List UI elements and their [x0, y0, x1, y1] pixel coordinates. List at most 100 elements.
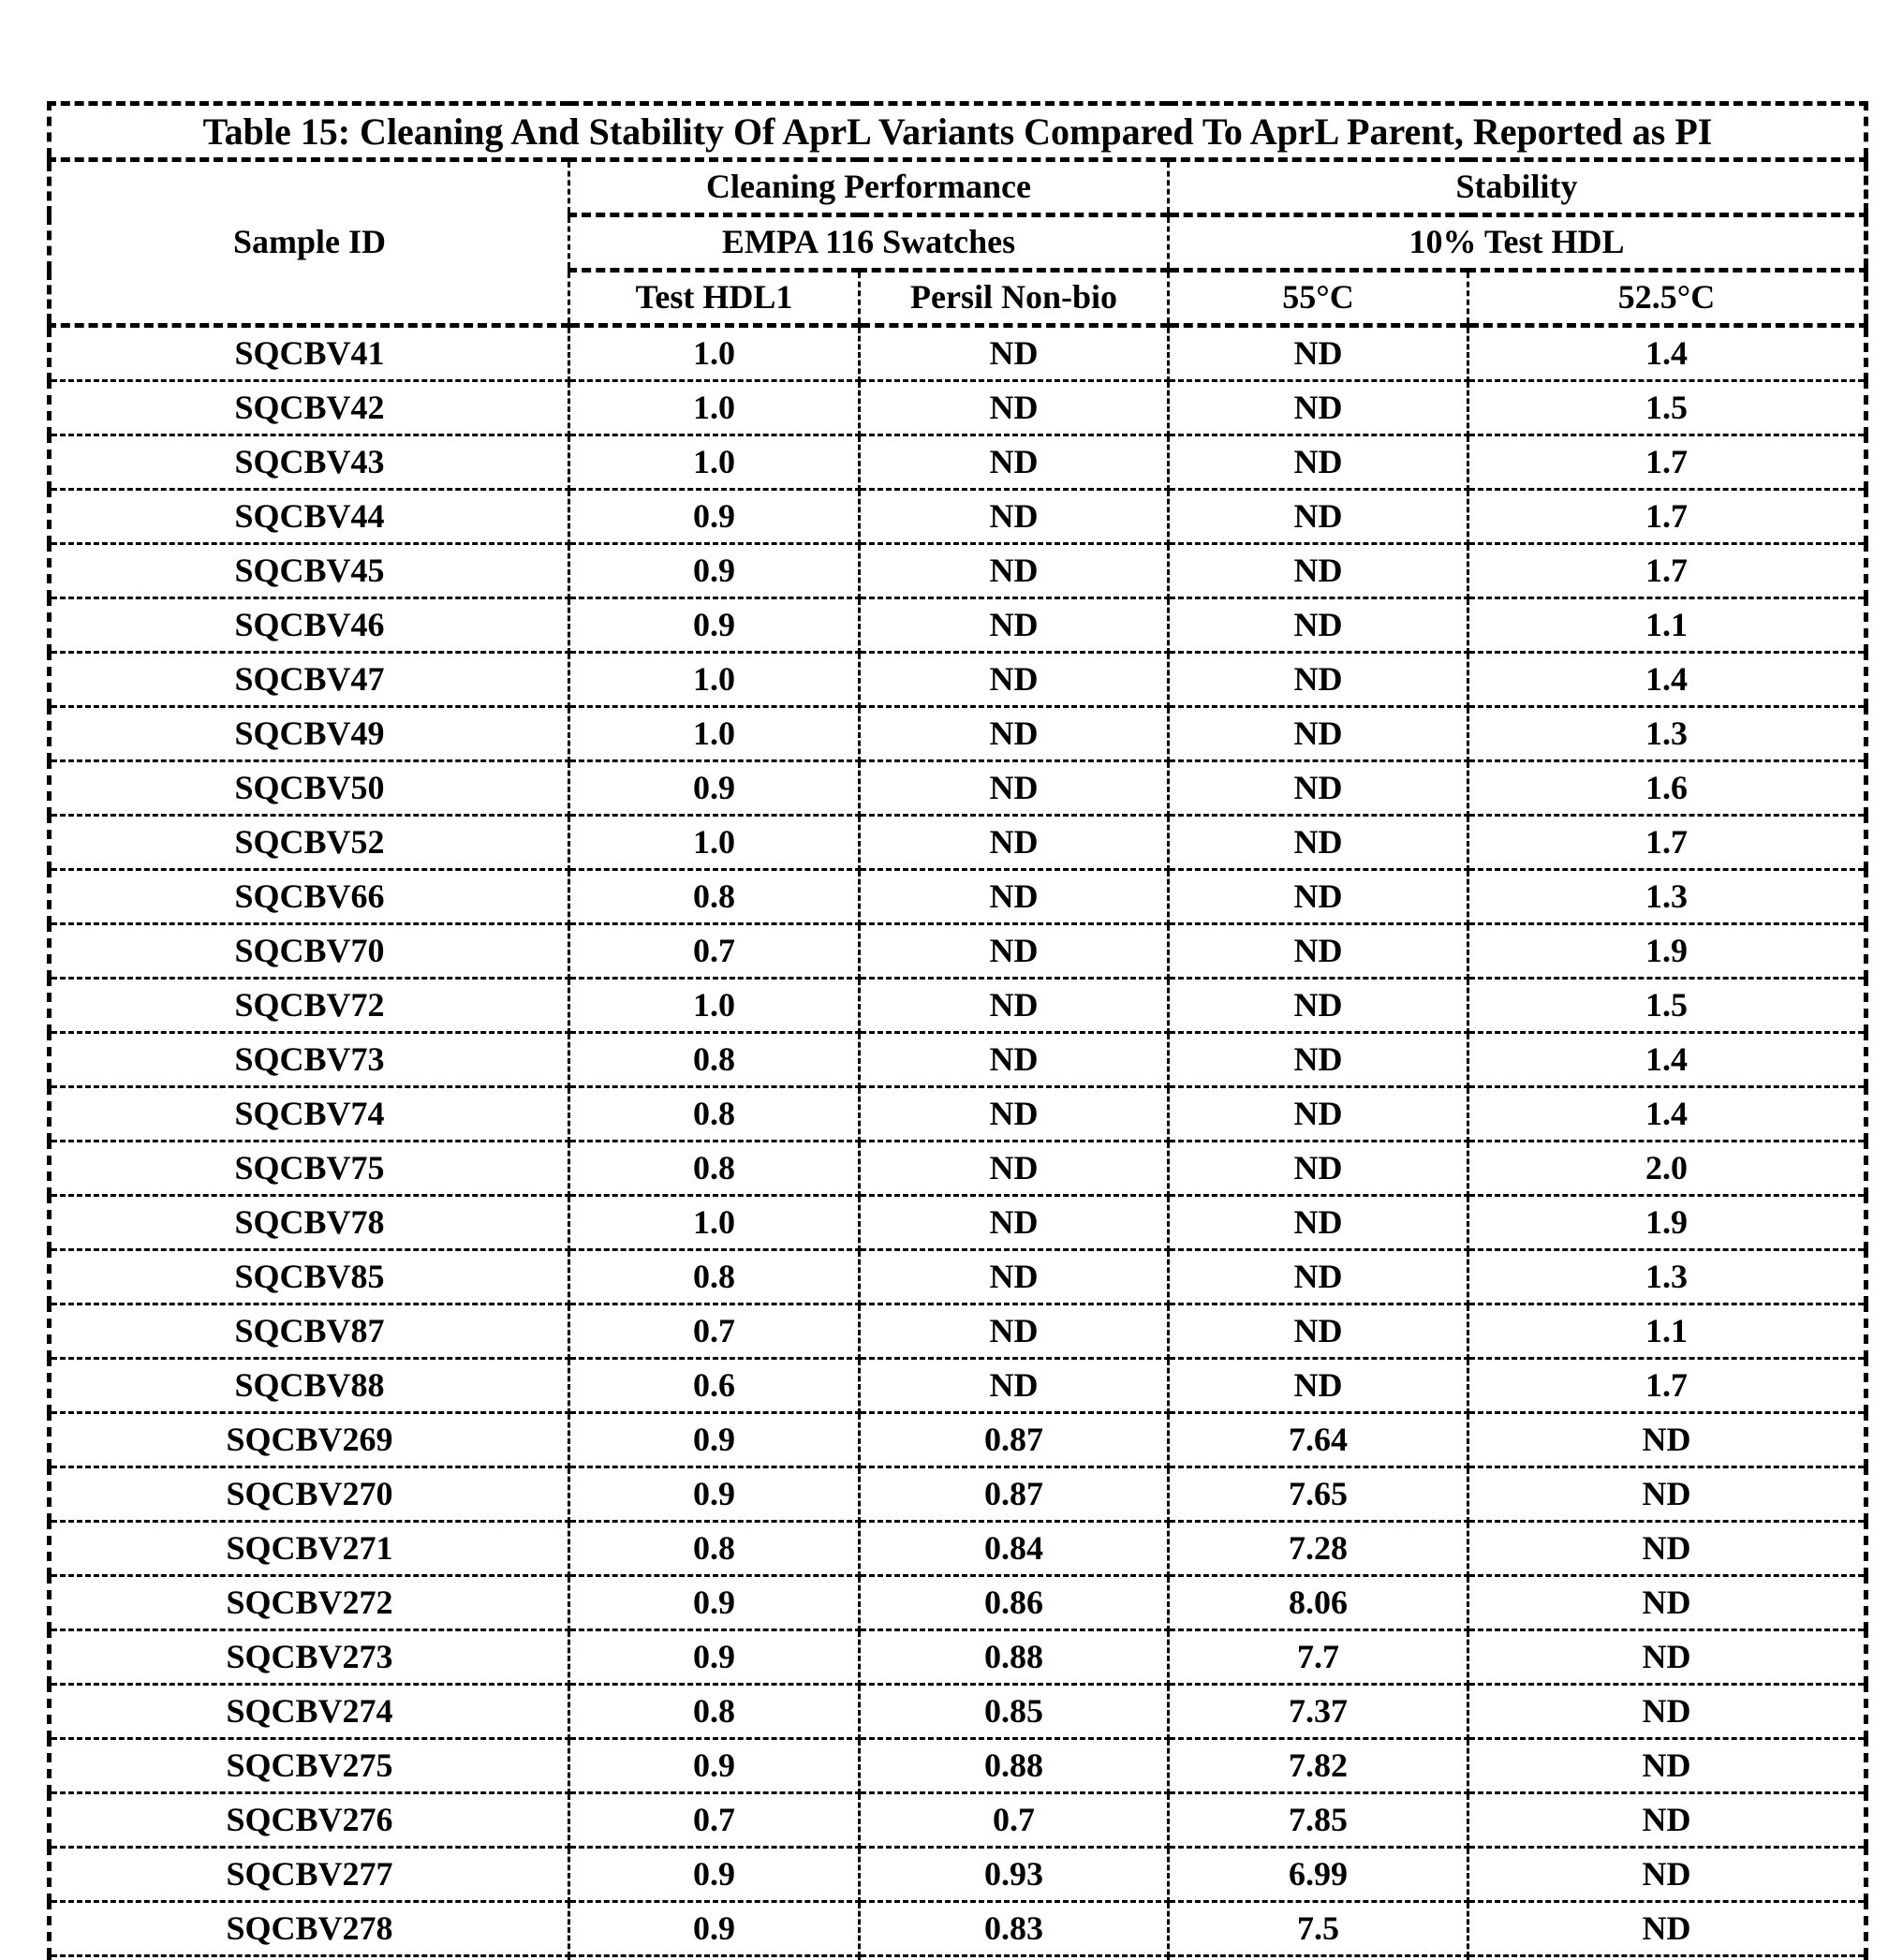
table-row: SQCBV42 1.0 ND ND 1.5 — [48, 379, 1867, 436]
value-cell: 0.71 — [858, 1954, 1170, 1960]
value-cell: 0.7 — [568, 1303, 861, 1360]
table-row: SQCBV270 0.9 0.87 7.65 ND — [48, 1466, 1867, 1523]
sample-id-cell: SQCBV66 — [48, 868, 570, 925]
value-cell: 0.87 — [858, 1466, 1170, 1523]
sample-id-cell: SQCBV42 — [48, 379, 570, 436]
value-cell: 1.6 — [1467, 759, 1867, 817]
value-cell: ND — [858, 759, 1170, 817]
table-row: SQCBV75 0.8 ND ND 2.0 — [48, 1140, 1867, 1197]
table-row: SQCBV276 0.7 0.7 7.85 ND — [48, 1791, 1867, 1849]
table-row: SQCBV2790.70.717.83ND — [48, 1954, 1867, 1960]
sample-id-cell: SQCBV275 — [48, 1737, 570, 1794]
value-cell: 7.82 — [1167, 1737, 1469, 1794]
col-header-sample-id: Sample ID — [48, 158, 570, 328]
value-cell: 7.83 — [1167, 1954, 1469, 1960]
sample-id-cell: SQCBV73 — [48, 1031, 570, 1088]
header-row-columns: Test HDL1 Persil Non-bio 55°C 52.5°C — [50, 269, 1867, 328]
value-cell: 0.9 — [568, 1574, 861, 1631]
value-cell: ND — [1467, 1628, 1867, 1686]
sample-id-cell: SQCBV273 — [48, 1628, 570, 1686]
table-row: SQCBV50 0.9 ND ND 1.6 — [48, 759, 1867, 817]
value-cell: ND — [1167, 1140, 1469, 1197]
table-row: SQCBV87 0.7 ND ND 1.1 — [48, 1303, 1867, 1360]
value-cell: 0.88 — [858, 1737, 1170, 1794]
value-cell: 0.9 — [568, 597, 861, 654]
col-group-stability: Stability — [1167, 158, 1867, 217]
value-cell: 1.7 — [1467, 488, 1867, 545]
value-cell: 1.3 — [1467, 705, 1867, 762]
value-cell: 7.64 — [1167, 1411, 1469, 1468]
value-cell: ND — [858, 977, 1170, 1034]
value-cell: 1.0 — [568, 705, 861, 762]
value-cell: ND — [858, 379, 1170, 436]
value-cell: ND — [1167, 977, 1469, 1034]
value-cell: ND — [1167, 759, 1469, 817]
sample-id-cell: SQCBV87 — [48, 1303, 570, 1360]
value-cell: 1.4 — [1467, 651, 1867, 708]
table-header: Table 15: Cleaning And Stability Of AprL… — [48, 102, 1867, 328]
value-cell: ND — [1167, 1194, 1469, 1251]
value-cell: 1.0 — [568, 324, 861, 382]
sample-id-cell: SQCBV72 — [48, 977, 570, 1034]
value-cell: ND — [858, 542, 1170, 599]
value-cell: 1.0 — [568, 379, 861, 436]
col-group-empa-116-swatches: EMPA 116 Swatches — [568, 214, 1170, 273]
value-cell: 0.93 — [858, 1846, 1170, 1903]
col-group-cleaning-performance: Cleaning Performance — [568, 158, 1170, 217]
value-cell: ND — [858, 814, 1170, 871]
value-cell: 7.85 — [1167, 1791, 1469, 1849]
value-cell: 1.5 — [1467, 977, 1867, 1034]
value-cell: ND — [1467, 1520, 1867, 1577]
value-cell: 0.9 — [568, 1411, 861, 1468]
value-cell: ND — [1167, 488, 1469, 545]
value-cell: 6.99 — [1167, 1846, 1469, 1903]
value-cell: ND — [1167, 542, 1469, 599]
value-cell: 1.7 — [1467, 814, 1867, 871]
sample-id-cell: SQCBV78 — [48, 1194, 570, 1251]
value-cell: 1.9 — [1467, 922, 1867, 980]
table-row: SQCBV44 0.9 ND ND 1.7 — [48, 488, 1867, 545]
sample-id-cell: SQCBV274 — [48, 1683, 570, 1740]
table-row: SQCBV73 0.8 ND ND 1.4 — [48, 1031, 1867, 1088]
value-cell: 8.06 — [1167, 1574, 1469, 1631]
value-cell: 0.8 — [568, 1085, 861, 1142]
value-cell: 1.1 — [1467, 597, 1867, 654]
value-cell: ND — [858, 1031, 1170, 1088]
table-row: SQCBV47 1.0 ND ND 1.4 — [48, 651, 1867, 708]
value-cell: ND — [1167, 868, 1469, 925]
col-group-10pct-test-hdl: 10% Test HDL — [1167, 214, 1867, 273]
value-cell: ND — [1467, 1683, 1867, 1740]
value-cell: 0.8 — [568, 1520, 861, 1577]
value-cell: 0.8 — [568, 1140, 861, 1197]
sample-id-cell: SQCBV43 — [48, 434, 570, 491]
value-cell: ND — [1467, 1846, 1867, 1903]
table-row: SQCBV49 1.0 ND ND 1.3 — [48, 705, 1867, 762]
sample-id-cell: SQCBV88 — [48, 1357, 570, 1414]
sample-id-cell: SQCBV52 — [48, 814, 570, 871]
value-cell: ND — [1167, 434, 1469, 491]
table-row: SQCBV45 0.9 ND ND 1.7 — [48, 542, 1867, 599]
value-cell: ND — [1167, 379, 1469, 436]
value-cell: 0.7 — [568, 922, 861, 980]
col-header-55c: 55°C — [1167, 269, 1469, 328]
value-cell: ND — [1167, 1357, 1469, 1414]
table-row: SQCBV46 0.9 ND ND 1.1 — [48, 597, 1867, 654]
value-cell: ND — [1167, 651, 1469, 708]
value-cell: 0.7 — [858, 1791, 1170, 1849]
value-cell: 1.3 — [1467, 1248, 1867, 1305]
value-cell: 1.7 — [1467, 1357, 1867, 1414]
table-row: SQCBV78 1.0 ND ND 1.9 — [48, 1194, 1867, 1251]
value-cell: 0.8 — [568, 1683, 861, 1740]
table-row: SQCBV273 0.9 0.88 7.7 ND — [48, 1628, 1867, 1686]
value-cell: 1.0 — [568, 651, 861, 708]
sample-id-cell: SQCBV74 — [48, 1085, 570, 1142]
header-row-groups: Sample ID Cleaning Performance Stability — [48, 158, 1867, 328]
value-cell: 1.4 — [1467, 324, 1867, 382]
table-row: SQCBV85 0.8 ND ND 1.3 — [48, 1248, 1867, 1305]
value-cell: 1.0 — [568, 1194, 861, 1251]
value-cell: ND — [1467, 1466, 1867, 1523]
table-body: SQCBV41 1.0 ND ND 1.4 SQCBV42 1.0 ND ND 1.5 SQCBV4… — [48, 324, 1867, 1960]
value-cell: ND — [1167, 814, 1469, 871]
sample-id-cell: SQCBV50 — [48, 759, 570, 817]
value-cell: 1.7 — [1467, 434, 1867, 491]
